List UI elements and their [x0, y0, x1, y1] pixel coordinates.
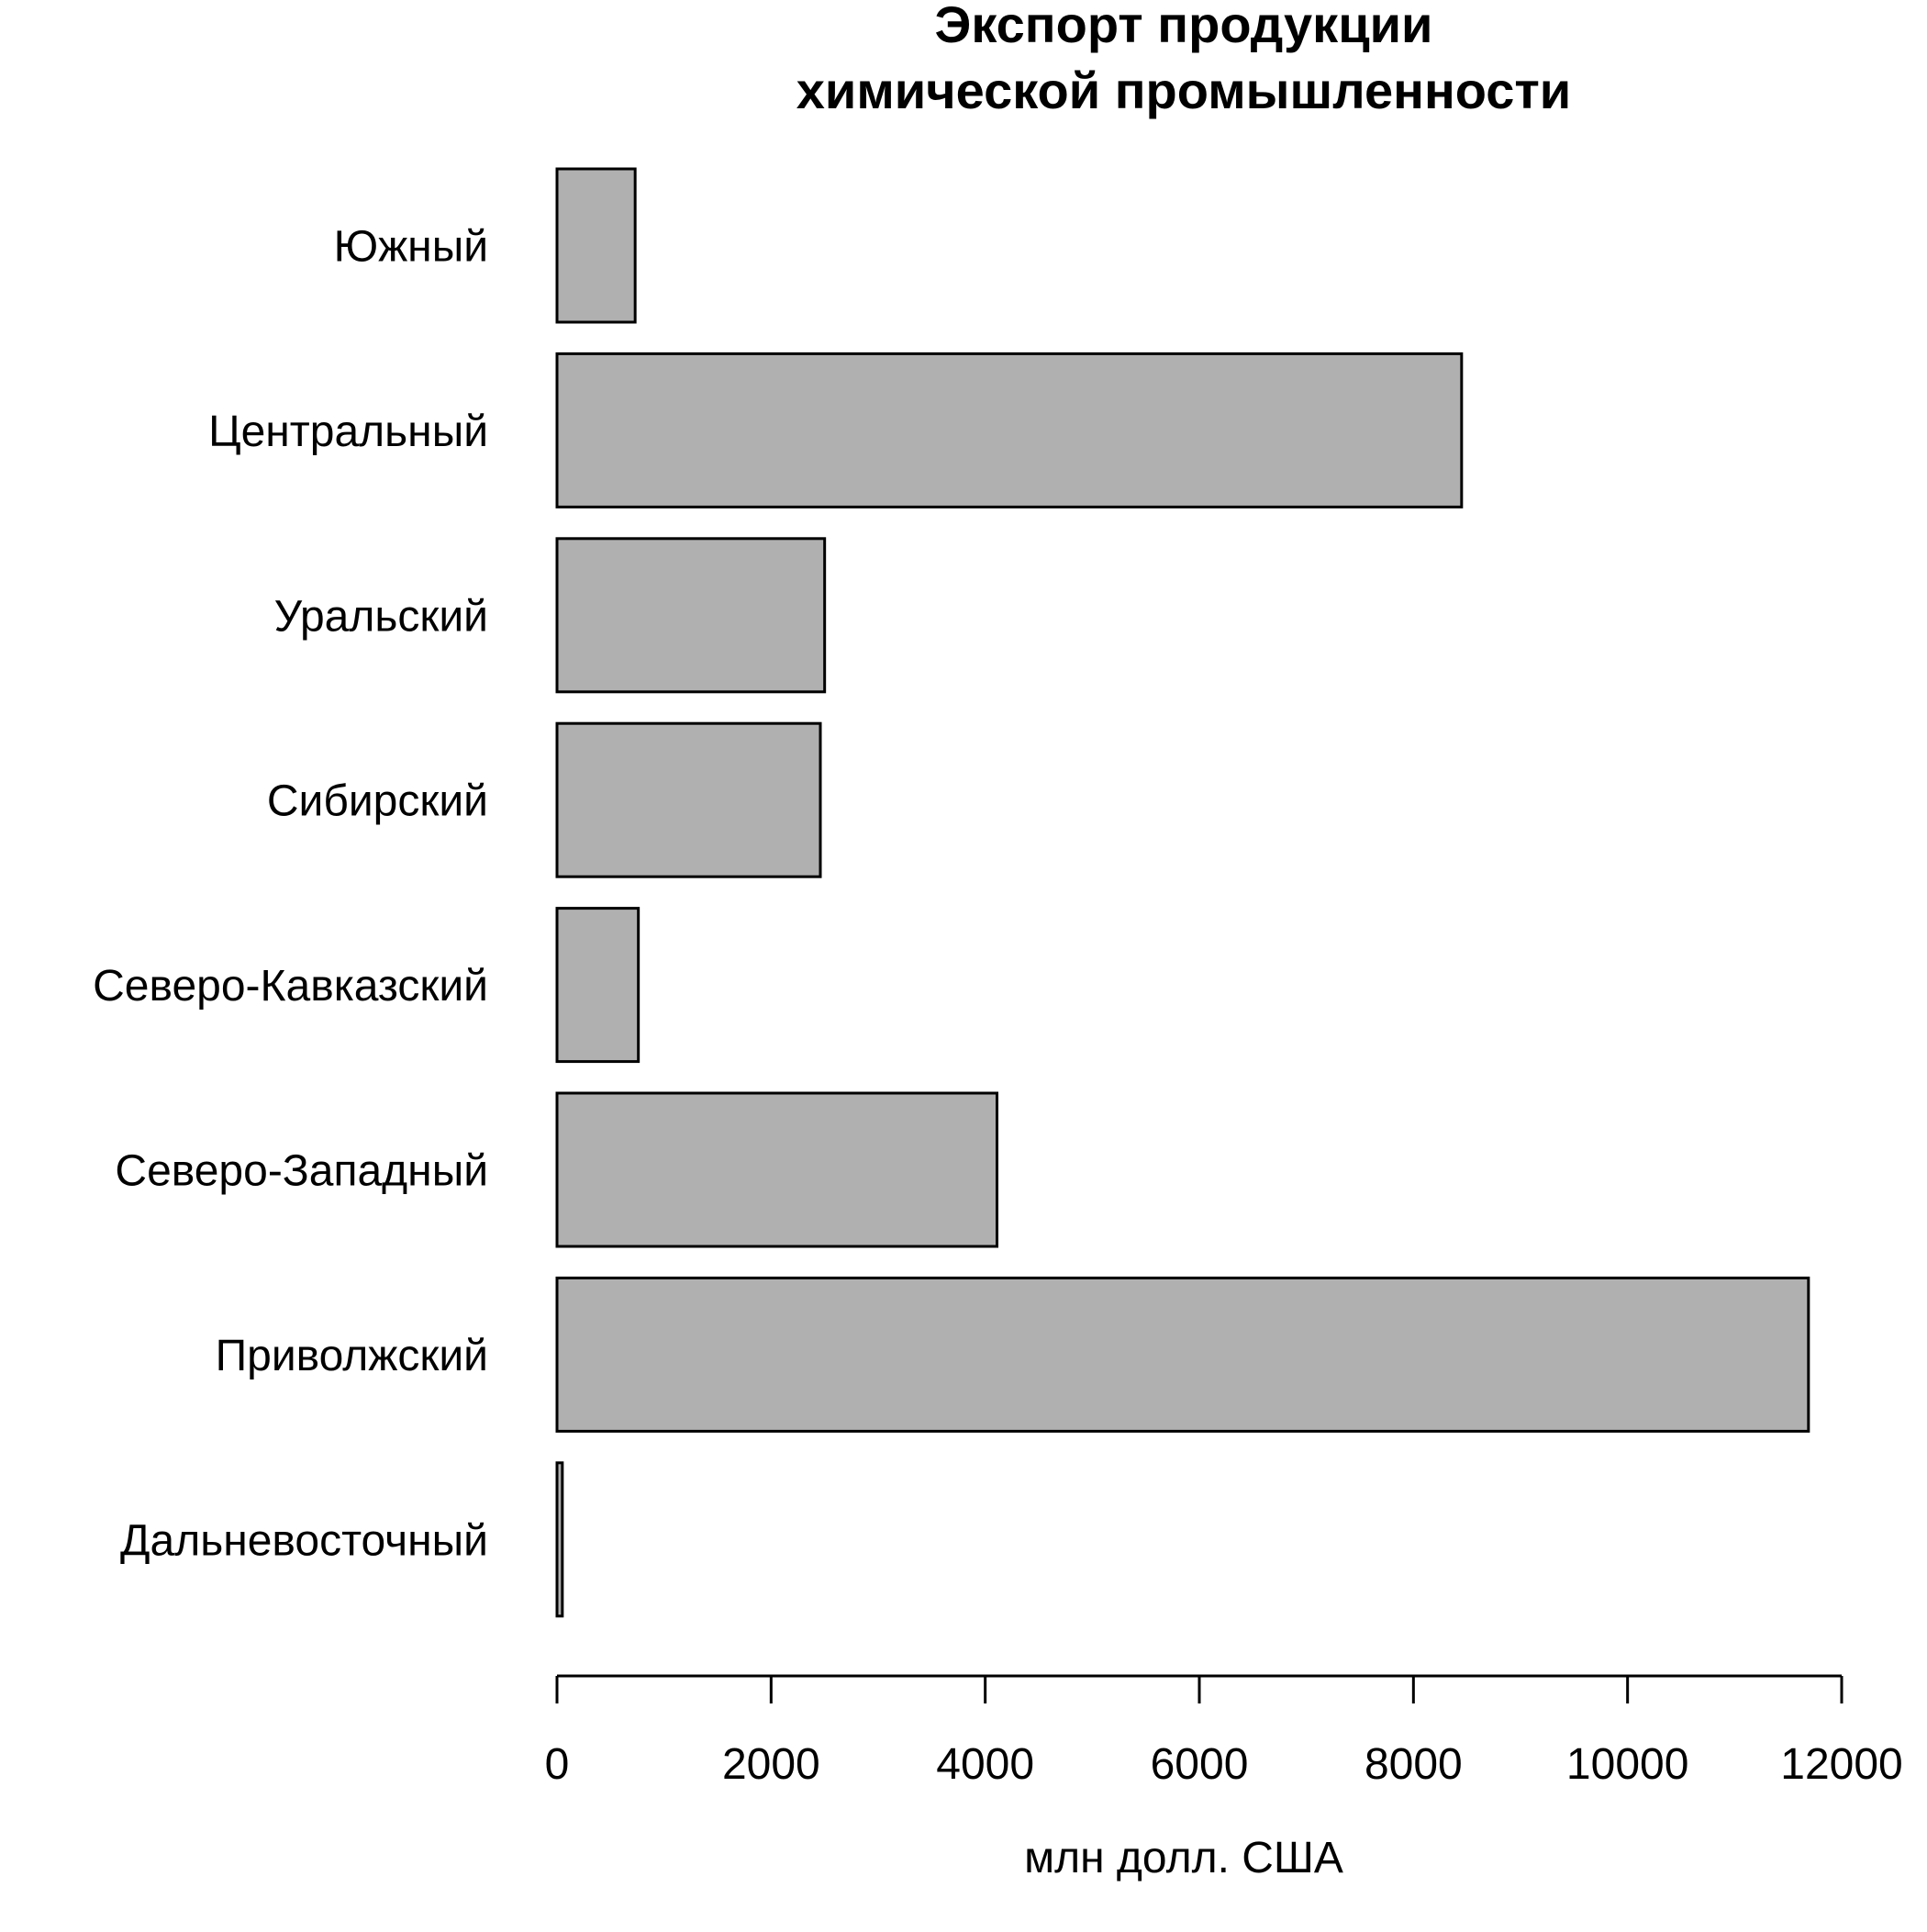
category-label-8: Дальневосточный — [120, 1516, 488, 1565]
x-tick-label-4: 6000 — [1151, 1740, 1249, 1789]
category-label-5: Северо-Кавказский — [93, 962, 488, 1011]
chart-title-line-1: Экспорт продукции — [935, 0, 1433, 53]
category-label-3: Уральский — [274, 592, 488, 641]
x-tick-label-1: 0 — [545, 1740, 570, 1789]
bar-5 — [555, 907, 640, 1064]
bar-7 — [555, 1276, 1810, 1433]
x-tick-label-6: 10000 — [1566, 1740, 1688, 1789]
bar-3 — [555, 537, 827, 694]
bar-8 — [555, 1461, 564, 1618]
category-label-7: Приволжский — [216, 1332, 488, 1380]
bars-group — [555, 167, 1810, 1618]
x-axis: 0 2000 4000 6000 8000 10000 12000 — [545, 1674, 1903, 1789]
chart-title-line-2: химической промышленности — [796, 61, 1571, 119]
x-tick-label-2: 2000 — [722, 1740, 820, 1789]
category-label-6: Северо-Западный — [115, 1147, 488, 1196]
category-label-2: Центральный — [208, 408, 488, 456]
bar-4 — [555, 721, 822, 878]
x-axis-label: млн долл. США — [1024, 1834, 1343, 1882]
chart-title: Экспорт продукции химической промышленно… — [796, 0, 1571, 119]
bar-6 — [555, 1091, 998, 1248]
bar-2 — [555, 352, 1464, 508]
x-tick-label-7: 12000 — [1780, 1740, 1902, 1789]
x-tick-label-5: 8000 — [1364, 1740, 1463, 1789]
bar-1 — [555, 167, 637, 324]
x-tick-label-3: 4000 — [936, 1740, 1034, 1789]
category-label-4: Сибирский — [267, 777, 488, 826]
category-labels: Южный Центральный Уральский Сибирский Северо… — [93, 223, 488, 1566]
category-label-1: Южный — [334, 223, 488, 272]
